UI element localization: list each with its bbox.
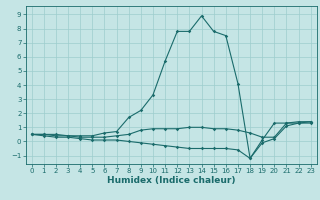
X-axis label: Humidex (Indice chaleur): Humidex (Indice chaleur) [107, 176, 236, 185]
